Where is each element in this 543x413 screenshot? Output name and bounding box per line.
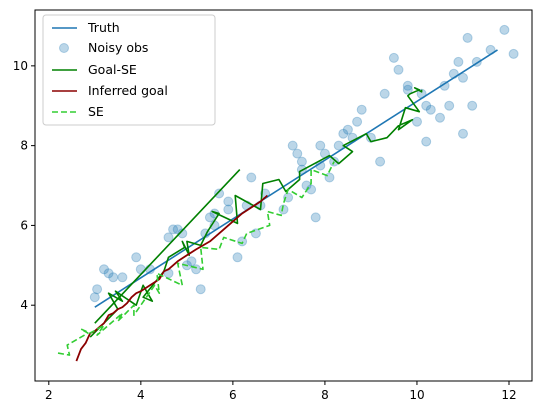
x-tick-label-4: 4: [137, 388, 145, 402]
noisy-obs-point-55: [388, 52, 399, 63]
legend-se-label: SE: [88, 104, 104, 119]
noisy-obs-point-44: [324, 172, 335, 183]
y-tick-label-8: 8: [20, 139, 28, 153]
legend-noisy-swatch: [59, 43, 69, 53]
series-goal-se-segment: [94, 169, 241, 324]
noisy-obs-point-15: [186, 256, 197, 267]
noisy-obs-point-67: [448, 68, 459, 79]
noisy-obs-point-8: [145, 264, 155, 275]
legend-truth-label: Truth: [87, 20, 120, 35]
noisy-obs-point-65: [439, 80, 450, 91]
noisy-obs-point-56: [393, 64, 404, 75]
noisy-obs-point-3: [103, 268, 114, 279]
noisy-obs-point-69: [458, 128, 468, 139]
noisy-obs-point-63: [425, 104, 436, 115]
noisy-obs-point-5: [117, 272, 128, 283]
x-tick-label-12: 12: [501, 388, 516, 402]
y-tick-label-10: 10: [13, 59, 28, 73]
noisy-obs-point-36: [296, 156, 307, 167]
noisy-obs-point-34: [287, 140, 298, 151]
noisy-obs-point-13: [177, 228, 188, 239]
noisy-obs-point-74: [485, 44, 496, 55]
noisy-obs-point-71: [462, 32, 473, 43]
noisy-obs-point-4: [108, 272, 119, 283]
axes-frame: [34, 9, 533, 382]
noisy-obs-point-32: [278, 204, 289, 215]
noisy-obs-point-19: [204, 212, 215, 223]
noisy-obs-point-66: [444, 100, 455, 111]
noisy-obs-point-72: [467, 100, 478, 111]
noisy-obs-point-23: [223, 196, 234, 207]
ticks-layer: 2 4 6 8 10 12 4 6 8 10: [13, 59, 517, 402]
noisy-obs-point-7: [135, 264, 146, 275]
noisy-obs-point-6: [131, 252, 142, 263]
noisy-obs-point-42: [315, 140, 326, 151]
noisy-obs-point-50: [352, 116, 363, 127]
x-tick-label-2: 2: [45, 388, 53, 402]
noisy-obs-point-58: [402, 84, 413, 95]
noisy-obs-point-11: [168, 224, 179, 235]
noisy-obs-point-12: [172, 224, 183, 235]
noisy-obs-point-47: [338, 128, 349, 139]
series-goal-se-line: [89, 87, 423, 338]
noisy-obs-point-62: [421, 100, 432, 111]
noisy-obs-point-61: [421, 136, 432, 147]
noisy-obs-point-40: [310, 212, 321, 223]
noisy-obs-point-48: [342, 124, 353, 135]
noisy-obs-point-22: [214, 188, 225, 199]
noisy-obs-point-28: [246, 172, 257, 183]
y-tick-label-6: 6: [20, 218, 28, 232]
legend-box: [42, 14, 216, 126]
noisy-obs-point-46: [333, 140, 344, 151]
noisy-obs-point-64: [435, 112, 445, 123]
noisy-obs-point-57: [402, 80, 413, 91]
x-tick-label-8: 8: [321, 388, 329, 402]
legend-goal-se-label: Goal-SE: [88, 62, 137, 77]
series-se-line: [57, 161, 335, 356]
noisy-obs-point-35: [292, 148, 303, 159]
noisy-obs-point-54: [379, 88, 390, 99]
noisy-obs-point-26: [237, 236, 248, 247]
noisy-obs-point-76: [508, 48, 519, 59]
noisy-obs-point-17: [195, 284, 206, 295]
plot-layer: [57, 24, 519, 362]
noisy-obs-point-51: [356, 104, 367, 115]
noisy-obs-point-59: [412, 116, 422, 127]
series-truth-line: [94, 49, 498, 308]
noisy-obs-point-1: [92, 284, 103, 295]
noisy-obs-point-73: [471, 56, 482, 67]
noisy-obs-point-33: [283, 192, 294, 203]
legend-noisy-label: Noisy obs: [88, 40, 148, 55]
noisy-obs-point-2: [99, 264, 109, 275]
noisy-obs-point-53: [375, 156, 386, 167]
noisy-obs-point-70: [458, 72, 468, 83]
legend: Truth Noisy obs Goal-SE Inferred goal SE: [42, 14, 216, 126]
x-tick-label-6: 6: [229, 388, 237, 402]
noisy-obs-point-0: [89, 292, 100, 303]
noisy-obs-point-25: [232, 252, 243, 263]
noisy-obs-point-75: [499, 24, 510, 35]
noisy-obs-point-24: [223, 204, 234, 215]
noisy-obs-point-60: [416, 88, 427, 99]
series-inferred-goal-line: [75, 194, 268, 362]
noisy-obs-point-68: [453, 56, 464, 67]
noisy-obs-point-10: [163, 232, 174, 243]
legend-inferred-label: Inferred goal: [88, 83, 168, 98]
x-tick-label-10: 10: [409, 388, 424, 402]
y-tick-label-4: 4: [20, 298, 28, 312]
noisy-obs-point-29: [250, 228, 261, 239]
